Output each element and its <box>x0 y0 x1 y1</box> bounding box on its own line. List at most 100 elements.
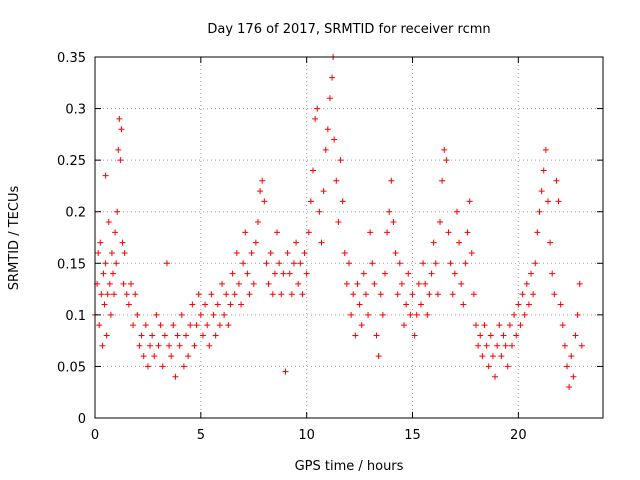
data-point <box>250 280 257 287</box>
data-point <box>219 280 225 287</box>
data-point <box>221 311 228 318</box>
data-point <box>564 363 571 370</box>
data-point <box>508 342 515 349</box>
data-point <box>428 270 435 277</box>
data-point <box>166 342 173 349</box>
data-point <box>489 353 496 360</box>
data-point <box>456 239 463 246</box>
data-point <box>466 198 473 205</box>
data-point <box>108 249 115 256</box>
data-point <box>257 188 264 195</box>
data-point <box>337 157 344 164</box>
data-point <box>206 342 213 349</box>
data-point <box>572 332 579 339</box>
x-tick-label: 5 <box>197 428 205 443</box>
data-point <box>415 280 422 287</box>
data-point <box>373 332 380 339</box>
data-point <box>403 301 410 308</box>
data-point <box>185 353 192 360</box>
data-point <box>333 177 340 184</box>
data-point <box>103 332 110 339</box>
data-point <box>396 260 403 267</box>
data-point <box>157 322 164 329</box>
data-point <box>525 301 532 308</box>
data-point <box>187 322 194 329</box>
data-point <box>517 322 524 329</box>
data-point <box>530 291 537 298</box>
data-point <box>574 311 581 318</box>
data-point <box>534 229 541 236</box>
data-point <box>238 301 245 308</box>
data-point <box>314 105 321 112</box>
data-point <box>407 311 414 318</box>
data-point <box>305 229 312 236</box>
data-point <box>138 332 145 339</box>
data-point <box>561 342 568 349</box>
data-point <box>381 270 388 277</box>
data-point <box>113 260 120 267</box>
data-point <box>343 280 350 287</box>
data-point <box>223 291 230 298</box>
data-point <box>369 260 376 267</box>
x-axis-label: GPS time / hours <box>295 459 404 474</box>
data-point <box>322 146 329 153</box>
data-point <box>312 115 319 122</box>
data-point <box>384 229 391 236</box>
data-point <box>229 270 236 277</box>
data-point <box>498 353 505 360</box>
data-point <box>252 239 259 246</box>
data-point <box>132 291 139 298</box>
data-point <box>420 260 427 267</box>
data-point <box>481 322 488 329</box>
data-point <box>107 311 114 318</box>
data-point <box>168 353 175 360</box>
data-point <box>261 198 268 205</box>
data-point <box>576 280 583 287</box>
data-point <box>151 353 158 360</box>
y-tick-label: 0.05 <box>57 360 86 375</box>
data-point <box>386 208 393 215</box>
data-point <box>318 239 325 246</box>
data-point <box>161 332 168 339</box>
data-point <box>316 208 323 215</box>
data-point <box>553 177 560 184</box>
data-point <box>392 249 399 256</box>
data-point <box>352 332 359 339</box>
data-point <box>271 270 278 277</box>
data-point <box>180 363 187 370</box>
data-point <box>183 332 190 339</box>
data-point <box>555 198 562 205</box>
data-point <box>341 249 348 256</box>
data-point <box>254 219 261 226</box>
data-point <box>117 157 124 164</box>
data-point <box>153 311 160 318</box>
data-point <box>104 291 111 298</box>
data-point <box>538 188 545 195</box>
data-point <box>269 291 276 298</box>
data-point <box>437 219 444 226</box>
data-point <box>233 249 240 256</box>
data-point <box>288 291 295 298</box>
data-point <box>299 291 306 298</box>
data-point <box>172 373 179 380</box>
data-point <box>267 249 274 256</box>
data-point <box>430 239 437 246</box>
data-point <box>570 373 577 380</box>
data-point <box>116 115 123 122</box>
data-point <box>278 291 285 298</box>
data-point <box>105 219 112 226</box>
data-point <box>432 260 439 267</box>
data-point <box>210 311 217 318</box>
data-point <box>96 322 103 329</box>
data-point <box>422 280 429 287</box>
data-point <box>451 270 458 277</box>
data-point <box>297 260 304 267</box>
data-point <box>163 260 170 267</box>
data-point <box>566 384 573 391</box>
data-point <box>276 260 283 267</box>
data-point <box>324 126 331 133</box>
data-point <box>147 342 154 349</box>
data-point <box>362 291 369 298</box>
data-point <box>409 291 416 298</box>
data-point <box>274 229 281 236</box>
